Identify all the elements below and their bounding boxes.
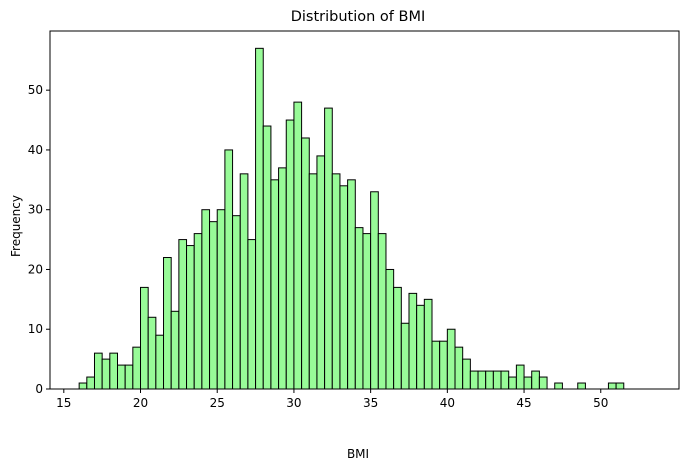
histogram-bar [193,233,203,390]
histogram-bar [278,167,287,390]
x-tick-label: 25 [210,396,225,410]
chart-title: Distribution of BMI [291,9,426,25]
histogram-bar [232,215,241,390]
histogram-bar [140,286,149,390]
histogram-bar [607,382,617,390]
x-axis-label: BMI [347,447,369,461]
histogram-bar [201,209,211,390]
bars-group [78,47,625,390]
histogram-bar [186,245,195,390]
histogram-bar [508,376,517,390]
histogram-bar [331,173,341,390]
histogram-bar [101,358,111,390]
histogram-bar [523,376,533,390]
histogram-bar [485,370,494,390]
histogram-bar [377,233,387,390]
histogram-bar [538,376,548,390]
histogram-bar [477,370,487,390]
histogram-bar [446,328,456,390]
histogram-bar [86,376,95,390]
histogram-bar [293,101,303,390]
y-tick-label: 30 [28,203,43,217]
histogram-bar [308,173,318,390]
histogram-bar [224,149,234,390]
histogram-bar [209,221,218,390]
histogram-bar [117,364,126,390]
histogram-bar [247,239,257,390]
y-axis-label: Frequency [9,195,23,257]
histogram-bar [423,298,433,390]
histogram-bar [132,346,142,390]
histogram-bar [554,382,563,390]
y-tick-label: 0 [35,382,43,396]
x-tick-label: 35 [363,396,378,410]
histogram-bar [385,268,395,390]
x-tick-label: 30 [286,396,301,410]
y-tick-label: 40 [28,143,43,157]
histogram-bar [155,334,165,390]
histogram-bar [469,370,479,390]
x-tick-label: 15 [56,396,71,410]
x-tick-label: 20 [133,396,148,410]
histogram-bar [109,352,119,390]
histogram-bar [324,107,333,390]
histogram-bar [615,382,625,390]
histogram-bar [147,316,157,390]
histogram-bar [462,358,471,390]
histogram-bar [500,370,510,390]
histogram-bar [93,352,103,390]
histogram-bar [408,292,418,390]
y-tick-label: 10 [28,322,43,336]
histogram-bar [339,185,349,390]
histogram-bar [416,304,425,390]
histogram-bar [347,179,356,390]
histogram-bar [431,340,441,390]
histogram-bar [393,286,402,390]
histogram-bar [163,257,172,390]
x-tick-label: 45 [516,396,531,410]
histogram-bar [170,310,180,390]
x-tick-label: 50 [593,396,608,410]
histogram-bar [285,119,295,390]
y-tick-label: 20 [28,262,43,276]
histogram-bar [78,382,88,390]
histogram-bar [124,364,134,390]
histogram-bar [454,346,464,390]
histogram-bar [362,233,372,390]
histogram-bar [239,173,249,390]
histogram-bar [577,382,586,390]
histogram-bar [531,370,540,390]
histogram-bar [262,125,272,390]
histogram-bar [216,209,226,390]
histogram-bar [354,227,364,390]
histogram-bar [270,179,280,390]
histogram-bar [400,322,410,390]
histogram-bar [316,155,326,390]
histogram-bar [439,340,448,390]
y-axis-ticks: 0 10 20 30 40 50 [28,83,50,396]
histogram-bar [515,364,525,390]
histogram-bar [301,137,310,390]
histogram-bar [255,47,264,390]
x-tick-label: 40 [440,396,455,410]
histogram-bar [370,191,379,390]
x-axis-ticks: 15 20 25 30 35 40 45 50 [56,389,608,410]
y-tick-label: 50 [28,83,43,97]
histogram-bar [492,370,502,390]
histogram-bar [178,239,188,390]
